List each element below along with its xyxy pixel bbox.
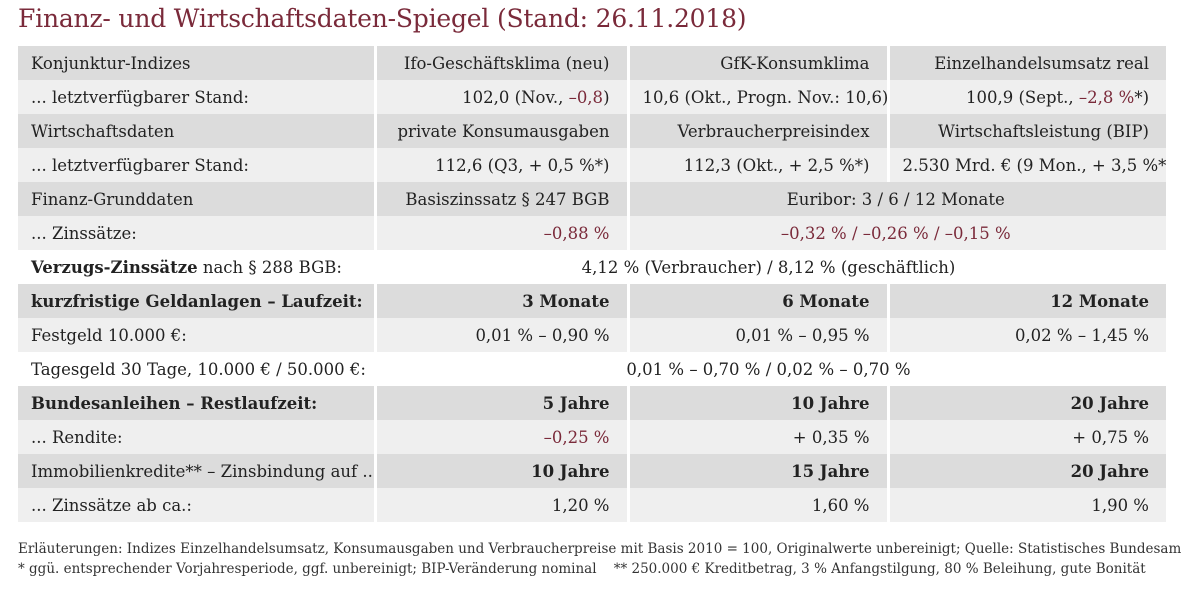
table-cell: 12 Monate: [886, 284, 1166, 318]
table-cell: 0,01 % – 0,70 % / 0,02 % – 0,70 %: [375, 352, 1166, 386]
table-cell: Wirtschaftsleistung (BIP): [886, 114, 1166, 148]
table-cell: 10,6 (Okt., Progn. Nov.: 10,6): [626, 80, 888, 114]
row-label-bold: Verzugs-Zinssätze: [31, 257, 198, 277]
table-cell: 0,02 % – 1,45 %: [886, 318, 1166, 352]
table-cell: 112,6 (Q3, + 0,5 %*): [373, 148, 628, 182]
cell-text: ): [603, 87, 610, 107]
row-label: Finanz-Grunddaten: [18, 182, 375, 216]
negative-value: –0,8: [568, 87, 604, 107]
page-title: Finanz- und Wirtschaftsdaten-Spiegel (St…: [18, 4, 747, 33]
table-cell: 102,0 (Nov., –0,8): [373, 80, 628, 114]
row-label: Verzugs-Zinssätze nach § 288 BGB:: [18, 250, 375, 284]
row-label: Tagesgeld 30 Tage, 10.000 € / 50.000 €:: [18, 352, 375, 386]
table-row: Finanz-Grunddaten Basiszinssatz § 247 BG…: [18, 182, 1166, 216]
table-row: ... Rendite: –0,25 % + 0,35 % + 0,75 %: [18, 420, 1166, 454]
table-row: ... Zinssätze ab ca.: 1,20 % 1,60 % 1,90…: [18, 488, 1166, 522]
table-cell: + 0,35 %: [626, 420, 888, 454]
table-cell: 20 Jahre: [886, 454, 1166, 488]
row-label: ... letztverfügbarer Stand:: [18, 148, 375, 182]
table-cell: 112,3 (Okt., + 2,5 %*): [626, 148, 888, 182]
row-label: Konjunktur-Indizes: [18, 46, 375, 80]
table-cell: 4,12 % (Verbraucher) / 8,12 % (geschäftl…: [375, 250, 1166, 284]
table-cell: + 0,75 %: [886, 420, 1166, 454]
table-row: kurzfristige Geldanlagen – Laufzeit: 3 M…: [18, 284, 1166, 318]
footnote-legend: * ggü. entsprechender Vorjahresperiode, …: [18, 561, 1146, 577]
footnote-explanations: Erläuterungen: Indizes Einzelhandelsumsa…: [18, 541, 1181, 557]
row-label: ... letztverfügbarer Stand:: [18, 80, 375, 114]
row-label: ... Zinssätze:: [18, 216, 375, 250]
table-row: Wirtschaftsdaten private Konsumausgaben …: [18, 114, 1166, 148]
table-row: Festgeld 10.000 €: 0,01 % – 0,90 % 0,01 …: [18, 318, 1166, 352]
negative-value: –0,32 % / –0,26 % / –0,15 %: [626, 216, 1166, 250]
row-label: Immobilienkredite** – Zinsbindung auf ..…: [18, 454, 375, 488]
table-cell: 15 Jahre: [626, 454, 888, 488]
table-cell: 20 Jahre: [886, 386, 1166, 420]
finance-data-table: Konjunktur-Indizes Ifo-Geschäftsklima (n…: [18, 46, 1166, 522]
row-label: ... Rendite:: [18, 420, 375, 454]
negative-value: –0,88 %: [373, 216, 628, 250]
table-cell: 1,20 %: [373, 488, 628, 522]
row-label: Festgeld 10.000 €:: [18, 318, 375, 352]
table-cell: GfK-Konsumklima: [626, 46, 888, 80]
table-cell: Basiszinssatz § 247 BGB: [373, 182, 628, 216]
table-cell: 0,01 % – 0,90 %: [373, 318, 628, 352]
table-cell: 2.530 Mrd. € (9 Mon., + 3,5 %*): [886, 148, 1166, 182]
table-row: ... Zinssätze: –0,88 % –0,32 % / –0,26 %…: [18, 216, 1166, 250]
table-cell: 100,9 (Sept., –2,8 %*): [886, 80, 1166, 114]
row-label: kurzfristige Geldanlagen – Laufzeit:: [18, 284, 375, 318]
table-cell: 3 Monate: [373, 284, 628, 318]
negative-value: –2,8 %: [1078, 87, 1135, 107]
table-cell: 10 Jahre: [373, 454, 628, 488]
table-row: Konjunktur-Indizes Ifo-Geschäftsklima (n…: [18, 46, 1166, 80]
cell-text: *): [1134, 87, 1149, 107]
row-label: ... Zinssätze ab ca.:: [18, 488, 375, 522]
table-cell: 1,60 %: [626, 488, 888, 522]
table-cell: Ifo-Geschäftsklima (neu): [373, 46, 628, 80]
table-cell: Einzelhandelsumsatz real: [886, 46, 1166, 80]
negative-value: –0,25 %: [373, 420, 628, 454]
table-cell: 1,90 %: [886, 488, 1166, 522]
table-row: Immobilienkredite** – Zinsbindung auf ..…: [18, 454, 1166, 488]
table-row: ... letztverfügbarer Stand: 112,6 (Q3, +…: [18, 148, 1166, 182]
table-cell: private Konsumausgaben: [373, 114, 628, 148]
table-cell: 0,01 % – 0,95 %: [626, 318, 888, 352]
row-label: Bundesanleihen – Restlaufzeit:: [18, 386, 375, 420]
row-label: Wirtschaftsdaten: [18, 114, 375, 148]
row-label-rest: nach § 288 BGB:: [197, 257, 342, 277]
table-row: Tagesgeld 30 Tage, 10.000 € / 50.000 €: …: [18, 352, 1166, 386]
table-row: ... letztverfügbarer Stand: 102,0 (Nov.,…: [18, 80, 1166, 114]
table-cell: Euribor: 3 / 6 / 12 Monate: [626, 182, 1166, 216]
table-row: Bundesanleihen – Restlaufzeit: 5 Jahre 1…: [18, 386, 1166, 420]
table-row: Verzugs-Zinssätze nach § 288 BGB: 4,12 %…: [18, 250, 1166, 284]
cell-text: 100,9 (Sept.,: [965, 87, 1079, 107]
table-cell: Verbraucherpreisindex: [626, 114, 888, 148]
cell-text: 102,0 (Nov.,: [462, 87, 569, 107]
table-cell: 5 Jahre: [373, 386, 628, 420]
table-cell: 10 Jahre: [626, 386, 888, 420]
table-cell: 6 Monate: [626, 284, 888, 318]
